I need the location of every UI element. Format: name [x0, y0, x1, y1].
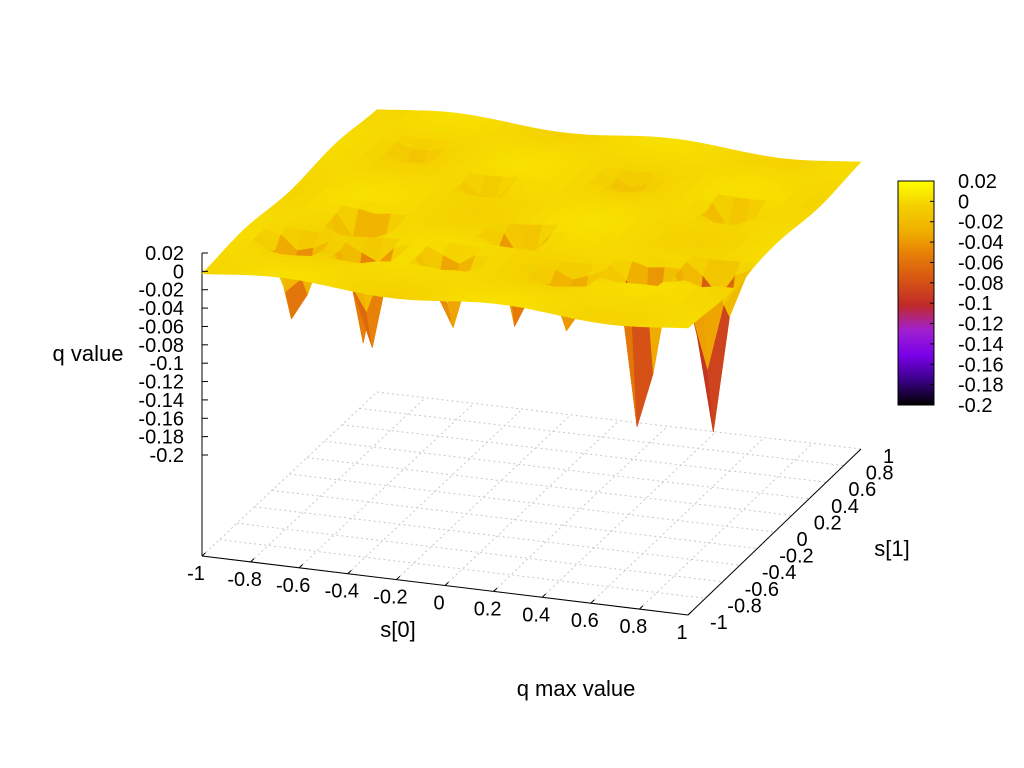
z-tick-label: -0.16: [138, 408, 184, 430]
z-tick-label: -0.12: [138, 372, 184, 394]
colorbar-label: 0: [958, 191, 969, 213]
y-tick-labels: -1-0.8-0.6-0.4-0.20 0.20.40.60.81: [710, 446, 894, 634]
z-tick-label: -0.04: [138, 298, 184, 320]
z-tick-label: 0.02: [145, 243, 184, 265]
x-tick-label: 0: [433, 593, 444, 615]
colorbar-label: -0.02: [958, 212, 1004, 234]
surface-facet: [671, 321, 695, 329]
y-tick-label: 0.6: [848, 479, 876, 501]
y-axis-line: [687, 448, 862, 616]
x-tick-label: 0.2: [474, 598, 502, 620]
colorbar-label: -0.14: [958, 334, 1004, 356]
x-tick: [201, 552, 206, 557]
z-tick-label: -0.14: [138, 390, 184, 412]
x-tick-label: -0.2: [373, 587, 407, 609]
y-axis-label: s[1]: [874, 536, 909, 561]
grid-line-y: [289, 473, 775, 533]
colorbar: 0.020-0.02-0.04-0.06-0.08-0.1-0.12-0.14-…: [897, 171, 1004, 417]
y-tick-label: 0: [797, 529, 808, 551]
chart-title: q max value: [517, 676, 636, 701]
x-axis-label: s[0]: [380, 617, 415, 642]
y-tick-label: -0.2: [779, 546, 813, 568]
x-tick: [687, 611, 692, 616]
y-tick-label: 0.8: [866, 463, 894, 485]
x-tick: [639, 605, 644, 610]
x-tick: [396, 575, 401, 580]
x-tick-label: -0.4: [325, 581, 359, 603]
colorbar-label: 0.02: [958, 171, 997, 193]
x-tick: [347, 570, 352, 575]
x-tick-label: 0.8: [619, 616, 647, 638]
y-tick-label: -0.6: [745, 579, 779, 601]
colorbar-label: -0.2: [958, 395, 992, 417]
grid-line-y: [219, 539, 706, 599]
colorbar-label: -0.08: [958, 273, 1004, 295]
grid-line-x: [493, 425, 668, 592]
x-tick-label: -1: [187, 563, 205, 585]
x-tick: [444, 581, 449, 586]
z-tick-label: 0: [173, 261, 184, 283]
x-tick-labels: -1 -0.8 -0.6 -0.4 -0.2 0 0.2 0.4 0.6 0.8 1: [187, 552, 692, 644]
y-tick-label: -0.4: [762, 562, 796, 584]
grid-line-y: [236, 522, 723, 583]
z-axis-label: q value: [53, 341, 124, 366]
base-grid: [201, 391, 862, 616]
colorbar-label: -0.1: [958, 293, 992, 315]
y-tick-label: -0.8: [727, 595, 761, 617]
colorbar-label: -0.06: [958, 252, 1004, 274]
x-tick-label: 0.4: [522, 604, 550, 626]
grid-line-y: [359, 407, 844, 467]
z-tick-label: -0.2: [150, 445, 184, 467]
z-tick-label: -0.1: [150, 353, 184, 375]
grid-line-y: [341, 424, 827, 483]
grid-line-y: [324, 440, 810, 500]
y-tick-label: 0.2: [814, 512, 842, 534]
x-tick: [298, 564, 304, 569]
z-tick-label: -0.02: [138, 280, 184, 302]
grid-line-y: [376, 391, 862, 450]
grid-line-y: [306, 457, 792, 516]
surface-mesh: [201, 109, 862, 432]
x-tick: [541, 593, 547, 598]
x-tick: [590, 599, 595, 604]
grid-line-x: [250, 397, 426, 563]
z-tick-label: -0.08: [138, 335, 184, 357]
colorbar-label: -0.12: [958, 314, 1004, 336]
x-tick-label: -0.8: [227, 569, 261, 591]
x-tick-label: 1: [676, 622, 687, 644]
colorbar-label: -0.18: [958, 375, 1004, 397]
y-tick-label: 1: [883, 446, 894, 468]
y-tick-label: 0.4: [831, 496, 859, 518]
grid-line-y: [271, 489, 758, 550]
z-tick-label: -0.06: [138, 316, 184, 338]
grid-line-x: [639, 442, 813, 610]
y-tick-label: -1: [710, 612, 728, 634]
colorbar-gradient: [897, 180, 935, 406]
colorbar-label: -0.04: [958, 232, 1004, 254]
x-tick: [250, 558, 255, 563]
colorbar-label: -0.16: [958, 354, 1004, 376]
x-tick: [493, 587, 498, 592]
grid-line-y: [254, 506, 740, 566]
grid-line-x: [444, 420, 620, 586]
z-tick-label: -0.18: [138, 427, 184, 449]
x-tick-label: 0.6: [571, 610, 599, 632]
grid-line-x: [298, 403, 475, 569]
x-tick-label: -0.6: [276, 575, 310, 597]
z-tick-labels: 0.020-0.02-0.04-0.06-0.08-0.1-0.12-0.14-…: [138, 243, 208, 467]
